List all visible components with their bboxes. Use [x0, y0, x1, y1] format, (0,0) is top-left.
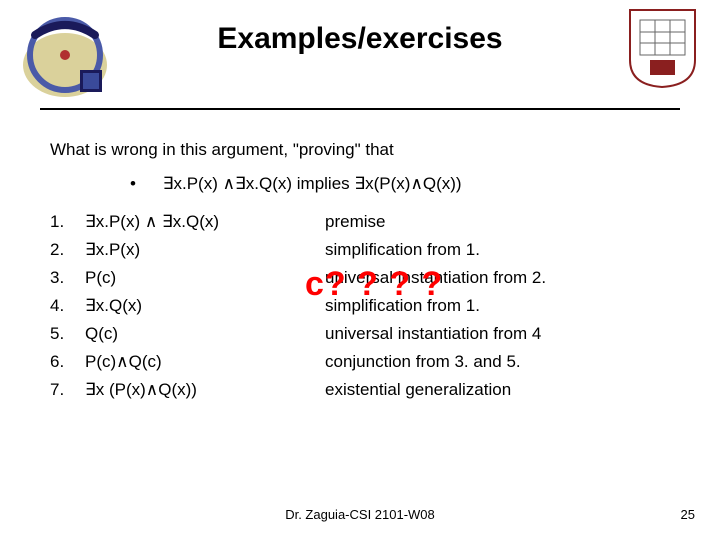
row-num: 7.	[50, 380, 85, 400]
row-just: premise	[325, 212, 670, 232]
table-row: 2. ∃x.P(x) simplification from 1.	[50, 240, 670, 260]
slide-title: Examples/exercises	[40, 0, 680, 56]
row-num: 3.	[50, 268, 85, 288]
row-num: 5.	[50, 324, 85, 344]
row-expr: P(c)	[85, 268, 325, 288]
bullet-statement: • ∃x.P(x) ∧∃x.Q(x) implies ∃x(P(x)∧Q(x))	[50, 174, 670, 194]
c-annotation: c? ? ? ?	[305, 265, 443, 304]
row-expr: ∃x (P(x)∧Q(x))	[85, 380, 325, 400]
table-row: 5. Q(c) universal instantiation from 4	[50, 324, 670, 344]
row-just: conjunction from 3. and 5.	[325, 352, 670, 372]
row-expr: ∃x.Q(x)	[85, 296, 325, 316]
row-just: universal instantiation from 4	[325, 324, 670, 344]
footer-page-number: 25	[681, 507, 695, 522]
logo-right	[625, 5, 700, 90]
row-expr: P(c)∧Q(c)	[85, 352, 325, 372]
row-just: existential generalization	[325, 380, 670, 400]
table-row: 6. P(c)∧Q(c) conjunction from 3. and 5.	[50, 352, 670, 372]
row-expr: ∃x.P(x)	[85, 240, 325, 260]
bullet-dot: •	[130, 174, 158, 194]
row-just: simplification from 1.	[325, 240, 670, 260]
footer-author: Dr. Zaguia-CSI 2101-W08	[0, 507, 720, 522]
row-num: 4.	[50, 296, 85, 316]
table-row: 7. ∃x (P(x)∧Q(x)) existential generaliza…	[50, 380, 670, 400]
slide-content: What is wrong in this argument, "proving…	[0, 110, 720, 400]
row-expr: ∃x.P(x) ∧ ∃x.Q(x)	[85, 212, 325, 232]
row-expr: Q(c)	[85, 324, 325, 344]
bullet-text: ∃x.P(x) ∧∃x.Q(x) implies ∃x(P(x)∧Q(x))	[163, 174, 462, 193]
proof-table: 1. ∃x.P(x) ∧ ∃x.Q(x) premise 2. ∃x.P(x) …	[50, 212, 670, 400]
intro-text: What is wrong in this argument, "proving…	[50, 140, 670, 160]
table-row: 1. ∃x.P(x) ∧ ∃x.Q(x) premise	[50, 212, 670, 232]
logo-left	[20, 10, 110, 100]
row-num: 2.	[50, 240, 85, 260]
row-num: 6.	[50, 352, 85, 372]
row-num: 1.	[50, 212, 85, 232]
